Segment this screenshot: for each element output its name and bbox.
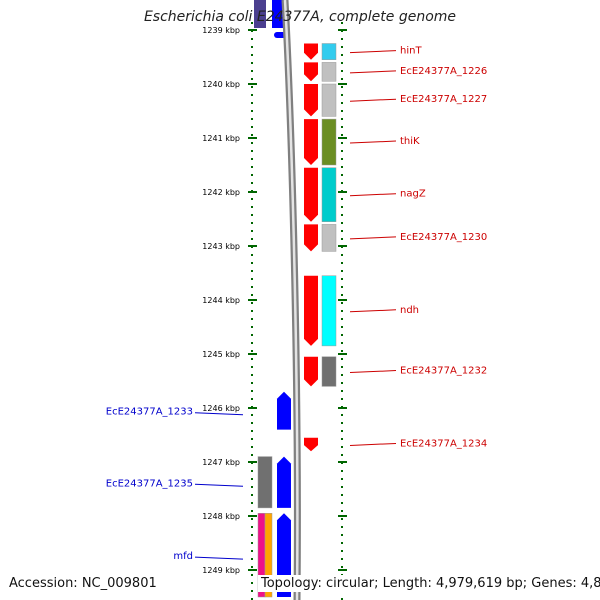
reverse-gene-label: EcE24377A_1235 bbox=[106, 478, 193, 489]
kbp-tick-label: 1245 kbp bbox=[202, 350, 240, 359]
gene-label-leader bbox=[349, 98, 397, 102]
reverse-gene-label: mfd bbox=[173, 551, 193, 562]
cog-category-bar bbox=[264, 513, 273, 598]
cog-category-bar bbox=[321, 224, 337, 252]
forward-gene-arrow bbox=[304, 43, 318, 60]
forward-gene-label: ndh bbox=[400, 305, 419, 316]
cog-category-bar bbox=[321, 43, 337, 60]
kbp-tick-label: 1247 kbp bbox=[202, 458, 240, 467]
kbp-tick-label: 1241 kbp bbox=[202, 134, 240, 143]
gene-label-leader bbox=[349, 309, 397, 313]
cog-category-bar bbox=[321, 275, 337, 347]
gene-label-leader bbox=[194, 412, 244, 416]
gene-label-leader bbox=[194, 556, 244, 560]
forward-gene-arrow bbox=[304, 62, 318, 82]
kbp-tick-label: 1242 kbp bbox=[202, 188, 240, 197]
forward-gene-arrow bbox=[304, 167, 318, 222]
kbp-tick-label: 1248 kbp bbox=[202, 512, 240, 521]
forward-gene-label: EcE24377A_1232 bbox=[400, 366, 487, 377]
forward-gene-label: hinT bbox=[400, 46, 422, 57]
cog-category-bar bbox=[321, 83, 337, 117]
cog-category-bar bbox=[321, 118, 337, 166]
topology-label: Topology: circular; Length: 4,979,619 bp… bbox=[258, 575, 600, 592]
kbp-tick-label: 1243 kbp bbox=[202, 242, 240, 251]
cog-category-bar bbox=[321, 167, 337, 222]
feature-top-partial bbox=[254, 0, 266, 28]
feature-top-partial bbox=[274, 32, 286, 38]
forward-gene-arrow bbox=[304, 275, 318, 346]
genome-backbone-highlight bbox=[283, 0, 299, 600]
forward-gene-arrow bbox=[304, 224, 318, 252]
forward-gene-label: nagZ bbox=[400, 189, 426, 200]
kbp-tick-label: 1240 kbp bbox=[202, 80, 240, 89]
kbp-tick-label: 1239 kbp bbox=[202, 26, 240, 35]
forward-gene-arrow bbox=[304, 437, 318, 452]
gene-label-leader bbox=[349, 50, 397, 54]
accession-label: Accession: NC_009801 bbox=[6, 575, 160, 592]
forward-gene-label: EcE24377A_1230 bbox=[400, 232, 487, 243]
gene-label-leader bbox=[349, 140, 397, 144]
forward-gene-arrow bbox=[304, 356, 318, 387]
gene-label-leader bbox=[349, 70, 397, 74]
gene-label-leader bbox=[349, 236, 397, 240]
kbp-tick-label: 1249 kbp bbox=[202, 566, 240, 575]
reverse-gene-arrow bbox=[277, 456, 291, 508]
map-title: Escherichia coli E24377A, complete genom… bbox=[143, 9, 457, 25]
gene-label-leader bbox=[349, 370, 397, 374]
gene-label-leader bbox=[349, 193, 397, 197]
forward-gene-label: EcE24377A_1227 bbox=[400, 94, 487, 105]
forward-gene-label: thiK bbox=[400, 136, 420, 147]
gene-label-leader bbox=[194, 483, 244, 487]
forward-gene-label: EcE24377A_1234 bbox=[400, 438, 487, 449]
cog-category-bar bbox=[257, 456, 273, 509]
forward-gene-arrow bbox=[304, 119, 318, 165]
gene-label-leader bbox=[349, 442, 397, 446]
reverse-gene-label: EcE24377A_1233 bbox=[106, 407, 193, 418]
forward-gene-arrow bbox=[304, 84, 318, 117]
forward-gene-label: EcE24377A_1226 bbox=[400, 66, 487, 77]
cog-category-bar bbox=[321, 62, 337, 82]
cog-category-bar bbox=[321, 356, 337, 387]
kbp-tick-label: 1246 kbp bbox=[202, 404, 240, 413]
reverse-gene-arrow bbox=[277, 391, 291, 430]
kbp-tick-label: 1244 kbp bbox=[202, 296, 240, 305]
